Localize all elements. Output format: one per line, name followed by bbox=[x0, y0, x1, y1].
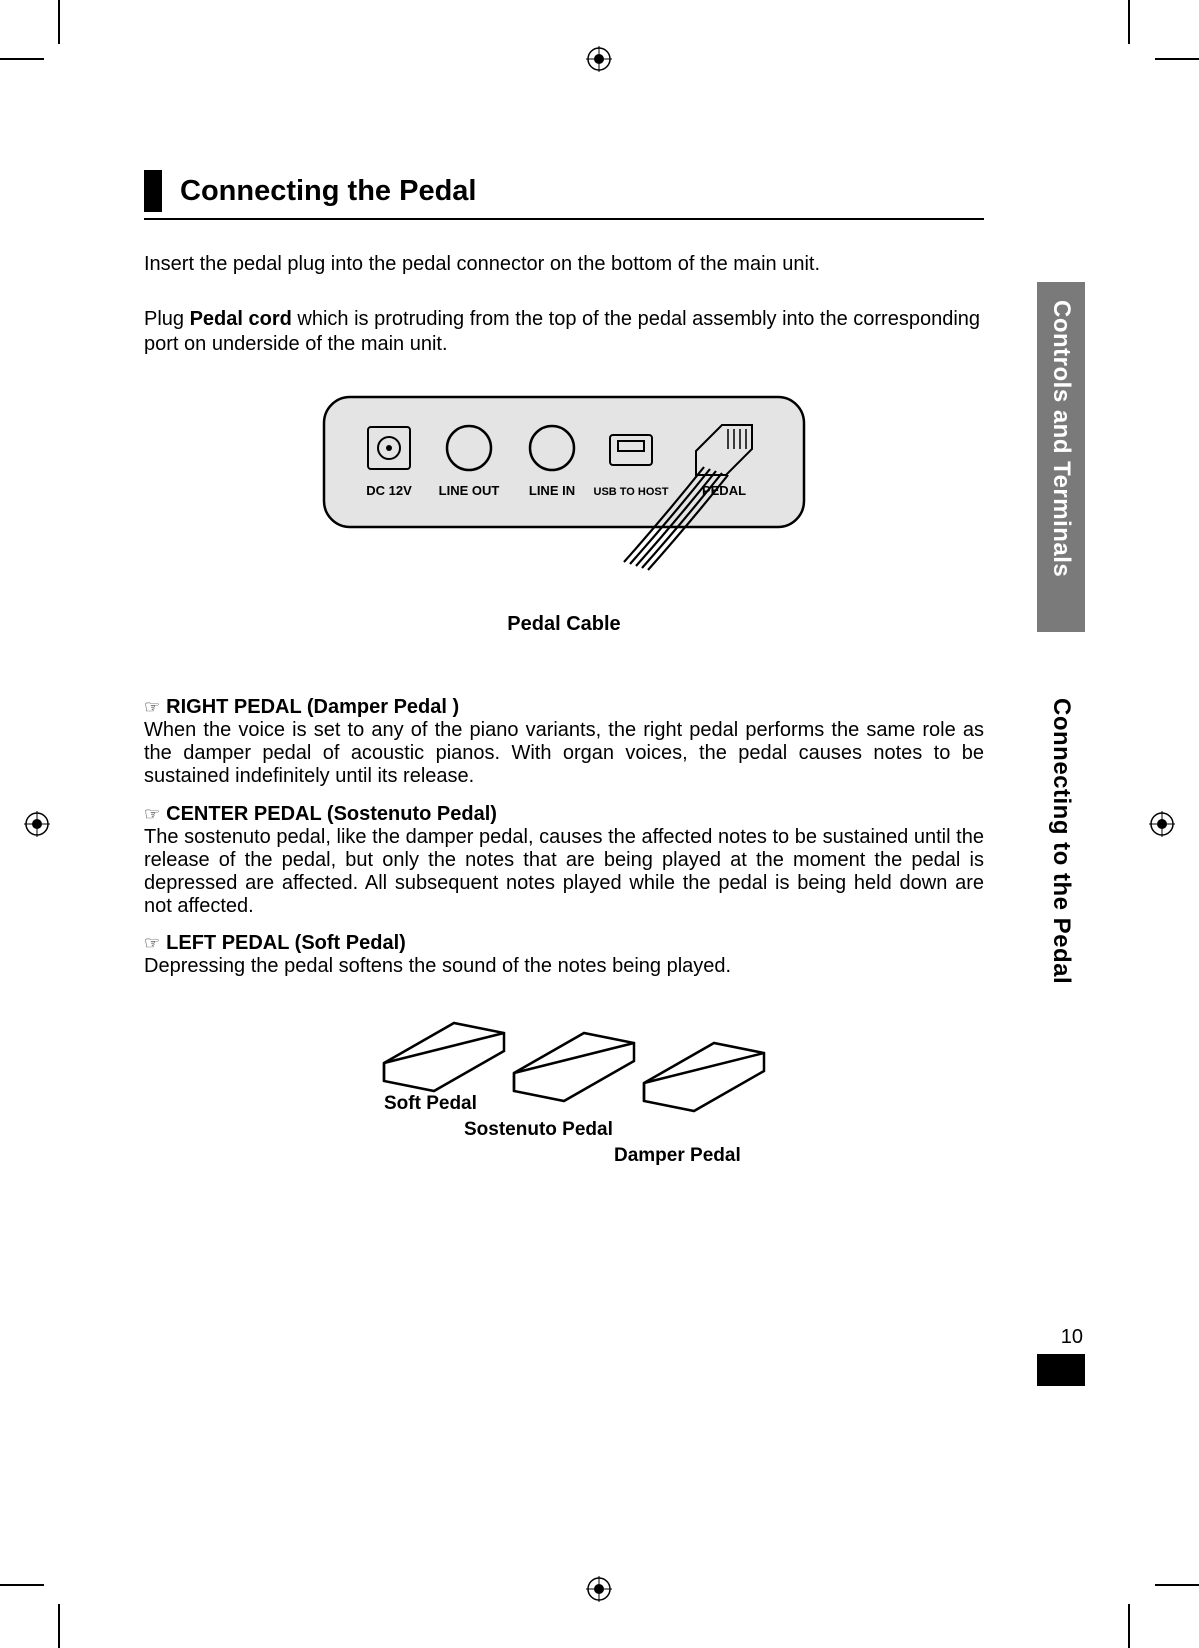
intro-line-1: Insert the pedal plug into the pedal con… bbox=[144, 252, 984, 277]
registration-mark-icon bbox=[1149, 811, 1175, 837]
page-number: 10 bbox=[1061, 1326, 1083, 1349]
pedal-right-title: RIGHT PEDAL (Damper Pedal ) bbox=[166, 696, 459, 718]
section-title: Connecting the Pedal bbox=[180, 175, 476, 208]
content-area: Connecting the Pedal Insert the pedal pl… bbox=[144, 170, 984, 1173]
side-tab-chapter-label: Controls and Terminals bbox=[1047, 300, 1075, 577]
crop-mark bbox=[1128, 1604, 1130, 1648]
registration-mark-icon bbox=[586, 1576, 612, 1602]
pedal-left-head: ☞ LEFT PEDAL (Soft Pedal) bbox=[144, 932, 984, 955]
label-sostenuto-pedal: Sostenuto Pedal bbox=[464, 1119, 613, 1140]
rear-panel-svg: DC 12V LINE OUT LINE IN USB TO HOST bbox=[304, 387, 824, 607]
label-lineout: LINE OUT bbox=[439, 483, 500, 498]
pedal-center-head: ☞ CENTER PEDAL (Sostenuto Pedal) bbox=[144, 803, 984, 826]
three-pedal-diagram: Soft Pedal Sostenuto Pedal Damper Pedal bbox=[144, 1003, 984, 1173]
pointer-icon: ☞ bbox=[144, 697, 160, 717]
label-linein: LINE IN bbox=[529, 483, 575, 498]
pedal-descriptions: ☞ RIGHT PEDAL (Damper Pedal ) When the vo… bbox=[144, 696, 984, 979]
pedal-left-desc: Depressing the pedal softens the sound o… bbox=[144, 955, 984, 978]
crop-mark bbox=[1155, 1584, 1199, 1586]
pedal-center-title: CENTER PEDAL (Sostenuto Pedal) bbox=[166, 803, 497, 825]
intro-line-2: Plug Pedal cord which is protruding from… bbox=[144, 307, 984, 357]
registration-mark-icon bbox=[586, 46, 612, 72]
pedal-right-desc: When the voice is set to any of the pian… bbox=[144, 719, 984, 789]
pointer-icon: ☞ bbox=[144, 804, 160, 824]
side-tab-chapter: Controls and Terminals bbox=[1037, 282, 1085, 632]
rear-panel-diagram: DC 12V LINE OUT LINE IN USB TO HOST bbox=[144, 387, 984, 636]
pedal-center: ☞ CENTER PEDAL (Sostenuto Pedal) The sost… bbox=[144, 803, 984, 919]
panel-caption: Pedal Cable bbox=[507, 613, 620, 636]
registration-mark-icon bbox=[24, 811, 50, 837]
pedal-right: ☞ RIGHT PEDAL (Damper Pedal ) When the vo… bbox=[144, 696, 984, 789]
three-pedal-svg: Soft Pedal Sostenuto Pedal Damper Pedal bbox=[324, 1003, 804, 1173]
crop-mark bbox=[1128, 0, 1130, 44]
intro-line-2a: Plug bbox=[144, 308, 190, 330]
pointer-icon: ☞ bbox=[144, 933, 160, 953]
pedal-left: ☞ LEFT PEDAL (Soft Pedal) Depressing the … bbox=[144, 932, 984, 978]
crop-mark bbox=[1155, 58, 1199, 60]
label-usb: USB TO HOST bbox=[594, 486, 669, 498]
pedal-left-title: LEFT PEDAL (Soft Pedal) bbox=[166, 932, 406, 954]
section-header-bar bbox=[144, 170, 162, 212]
side-tab-section: Connecting to the Pedal bbox=[1037, 680, 1085, 1046]
intro-line-2b: Pedal cord bbox=[190, 308, 292, 330]
pedal-right-head: ☞ RIGHT PEDAL (Damper Pedal ) bbox=[144, 696, 984, 719]
page-number-rule bbox=[1037, 1354, 1085, 1386]
crop-mark bbox=[58, 0, 60, 44]
page: Controls and Terminals Connecting to the… bbox=[0, 0, 1199, 1648]
crop-mark bbox=[0, 1584, 44, 1586]
pedal-center-desc: The sostenuto pedal, like the damper ped… bbox=[144, 826, 984, 919]
side-tab-section-label: Connecting to the Pedal bbox=[1047, 698, 1075, 984]
label-dc: DC 12V bbox=[366, 483, 412, 498]
label-soft-pedal: Soft Pedal bbox=[384, 1093, 477, 1114]
label-damper-pedal: Damper Pedal bbox=[614, 1145, 741, 1166]
section-header: Connecting the Pedal bbox=[144, 170, 984, 220]
crop-mark bbox=[0, 58, 44, 60]
crop-mark bbox=[58, 1604, 60, 1648]
